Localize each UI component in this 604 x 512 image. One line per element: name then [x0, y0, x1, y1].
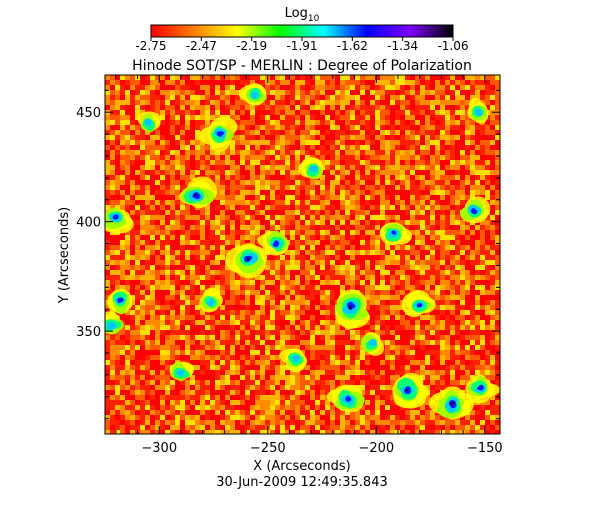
colorbar-tick-label: -1.34 — [387, 39, 418, 53]
colorbar-ticks: -2.75 -2.47 -2.19 -1.91 -1.62 -1.34 -1.06 — [135, 37, 469, 53]
colorbar-tick-label: -2.75 — [135, 39, 166, 53]
polarization-patch — [198, 116, 238, 152]
x-axis-label: X (Arcseconds) — [253, 459, 350, 474]
polarization-patch — [179, 176, 218, 209]
heatmap-features — [105, 83, 500, 419]
y-tick-label: 400 — [76, 216, 101, 231]
polarization-patch — [465, 374, 500, 404]
polarization-patch — [467, 97, 489, 124]
x-tick-label: −150 — [467, 441, 503, 456]
plot-frame — [104, 74, 501, 435]
polarization-patch — [298, 157, 324, 180]
x-tick-label: −300 — [141, 441, 177, 456]
polarization-patch — [279, 348, 308, 373]
colorbar-tick-label: -1.91 — [286, 39, 317, 53]
polarization-patch — [326, 384, 365, 413]
colorbar-tick-label: -2.19 — [236, 39, 267, 53]
polarization-patch — [257, 230, 289, 256]
timestamp: 30-Jun-2009 12:49:35.843 — [216, 475, 388, 490]
polarization-patch — [428, 386, 474, 419]
colorbar — [150, 24, 454, 38]
y-tick-label: 350 — [76, 325, 101, 340]
polarization-patch — [392, 373, 429, 409]
polarization-patch — [238, 83, 267, 106]
heatmap-image — [105, 75, 500, 434]
polarization-patch — [360, 331, 385, 356]
polarization-patch — [379, 222, 413, 246]
colorbar-tick-label: -2.47 — [186, 39, 217, 53]
polarization-patch — [460, 196, 491, 224]
polarization-patch — [107, 288, 133, 315]
heatmap-texture — [105, 75, 500, 434]
y-tick-label: 450 — [76, 106, 101, 121]
colorbar-tick-label: -1.62 — [337, 39, 368, 53]
x-tick-label: −250 — [250, 441, 286, 456]
x-axis: −300 −250 −200 −150 — [115, 75, 503, 456]
colorbar-title: Log10 — [285, 6, 320, 24]
colorbar-tick-label: -1.06 — [437, 39, 468, 53]
polarization-patch — [169, 361, 194, 382]
y-axis-label: Y (Arcseconds) — [57, 207, 72, 304]
polarization-patch — [105, 311, 124, 335]
polarization-patch — [137, 111, 162, 133]
polarization-patch — [335, 289, 370, 330]
x-tick-label: −200 — [358, 441, 394, 456]
y-axis: 350 400 450 — [76, 89, 500, 420]
polarization-patch — [199, 287, 223, 313]
polarization-patch — [401, 290, 436, 318]
chart-title: Hinode SOT/SP - MERLIN : Degree of Polar… — [132, 58, 472, 74]
polarization-patch — [225, 243, 268, 279]
